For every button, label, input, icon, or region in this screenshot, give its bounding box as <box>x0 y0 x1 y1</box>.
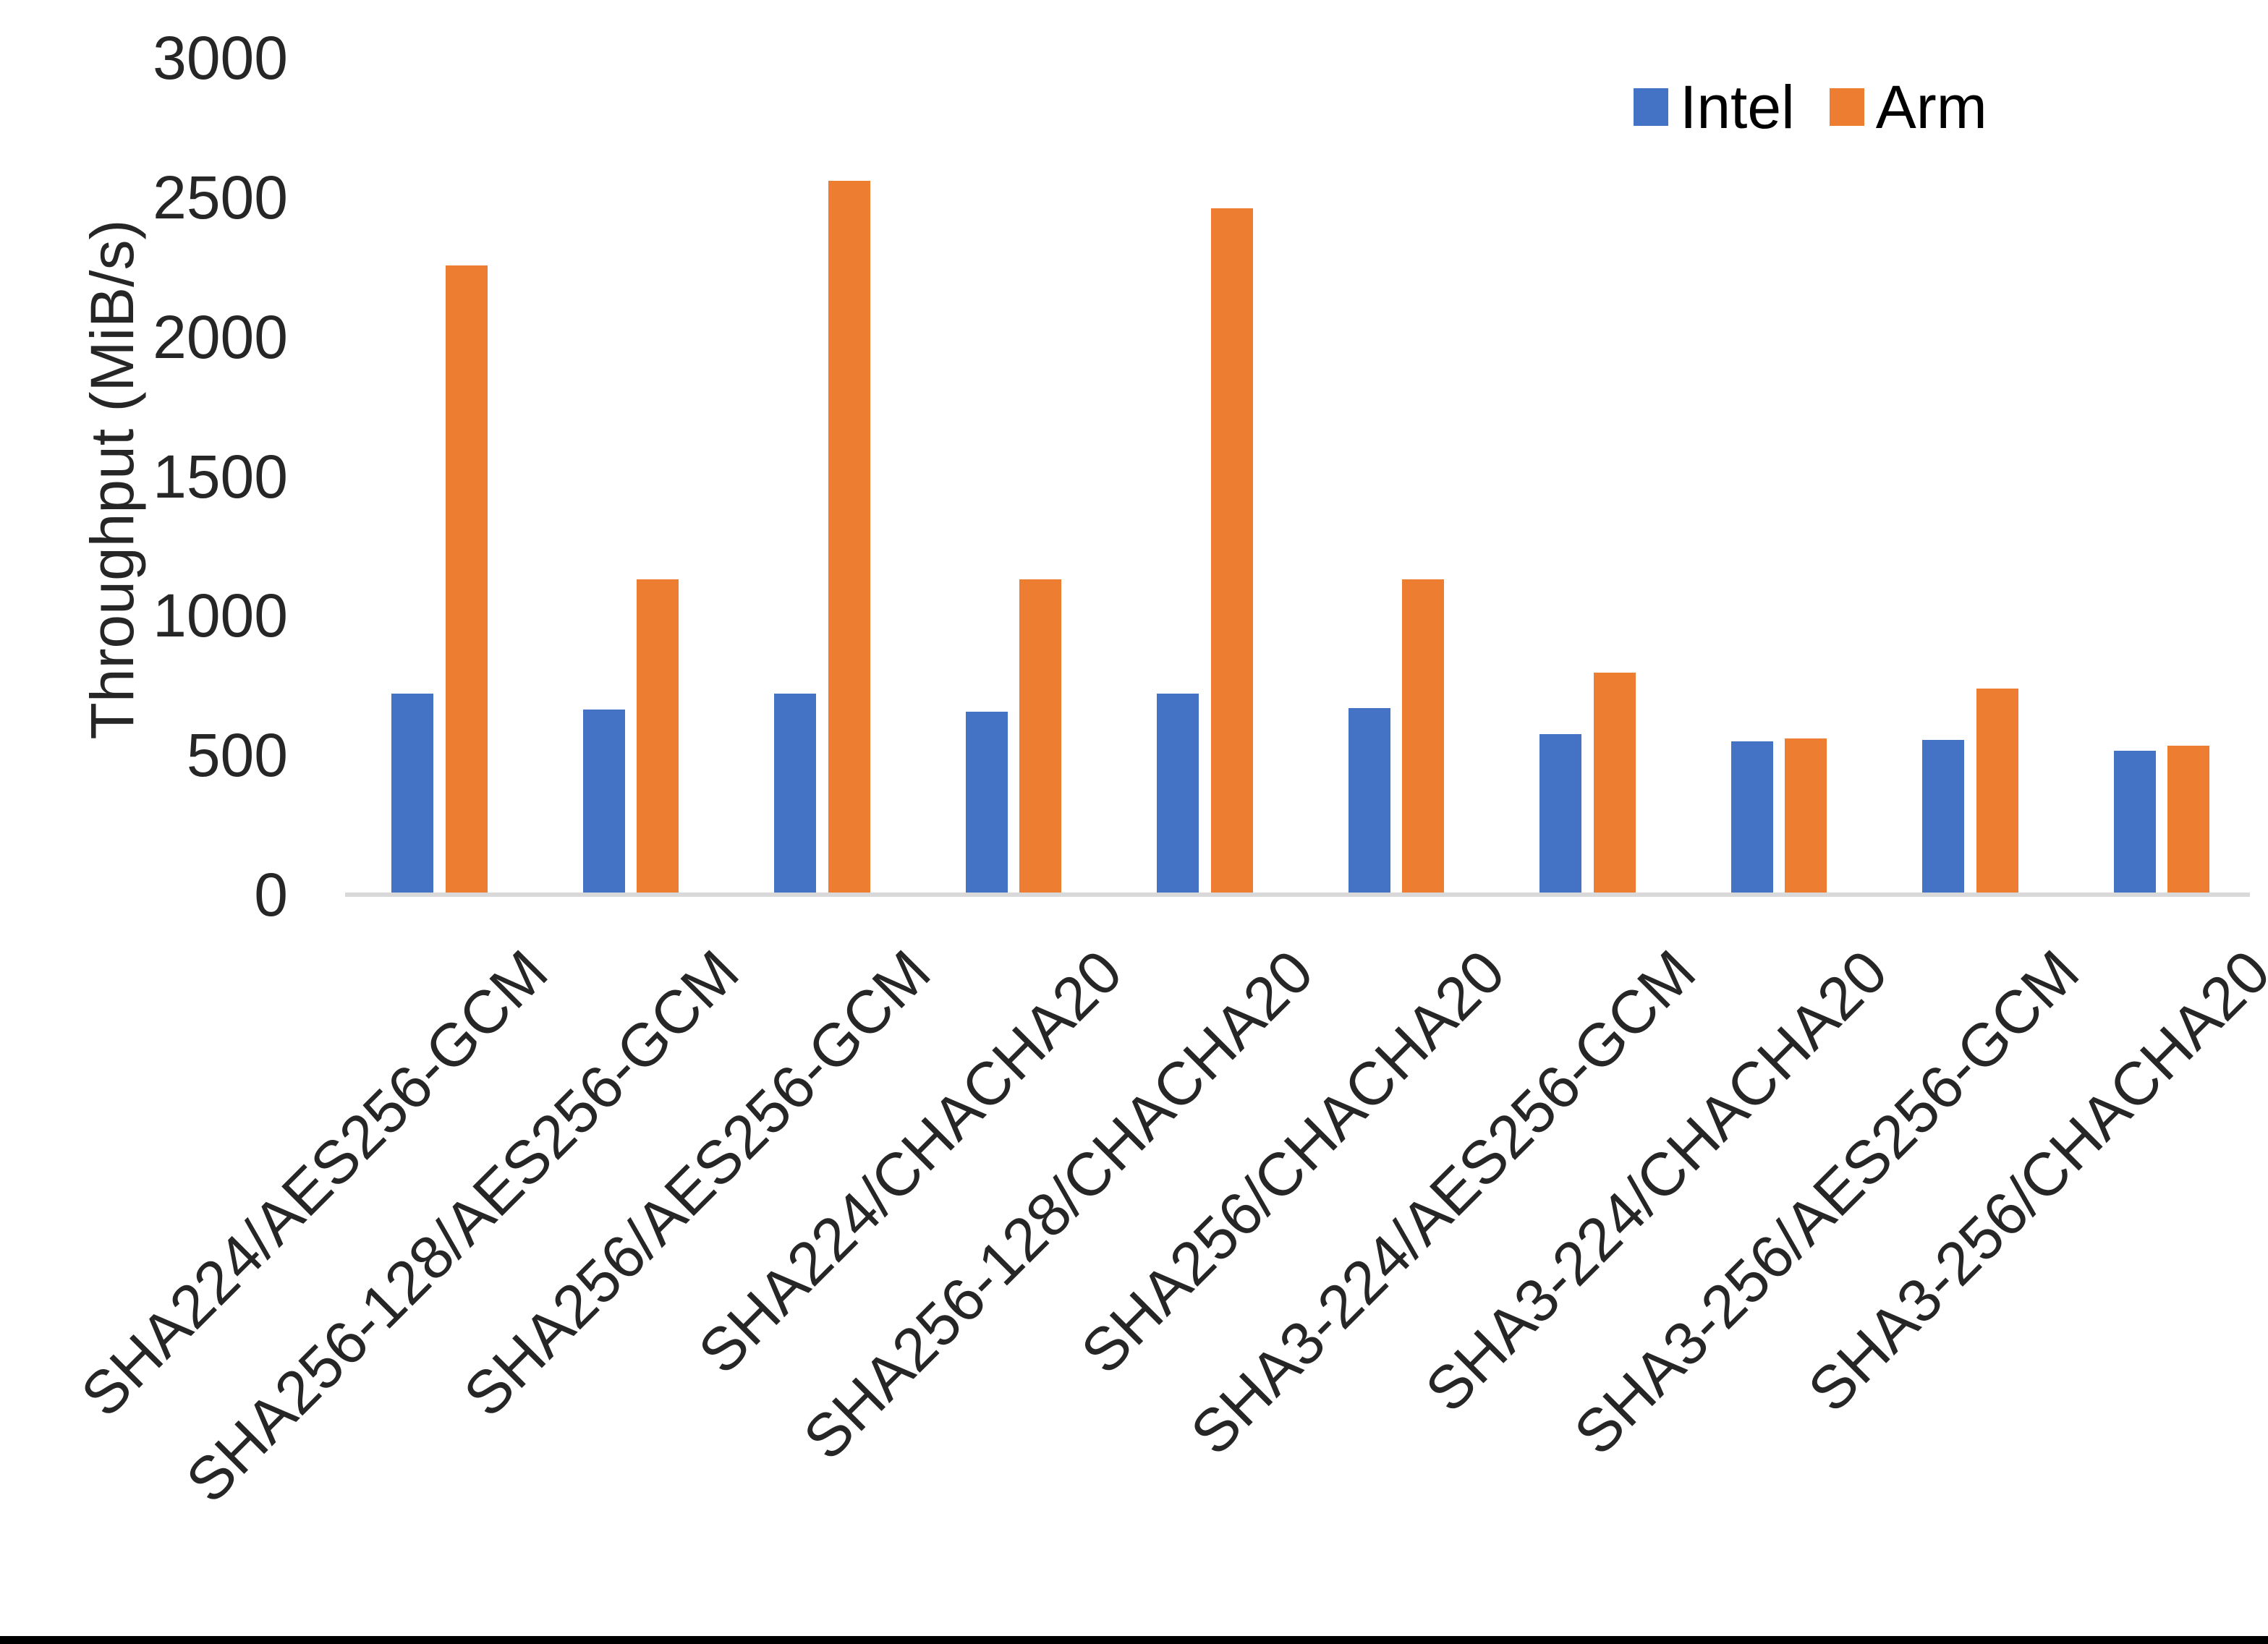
y-tick-label: 2000 <box>153 302 288 371</box>
bar-intel <box>965 712 1008 895</box>
bar-arm <box>1402 579 1445 895</box>
y-tick-label: 1500 <box>153 442 288 511</box>
bar-arm <box>637 579 679 895</box>
bar-intel <box>1348 707 1390 895</box>
bar-arm <box>828 180 870 895</box>
bar-intel <box>774 694 817 895</box>
bar-arm <box>1976 688 2018 895</box>
y-tick-label: 1000 <box>153 582 288 650</box>
bar-arm <box>1785 738 1827 895</box>
bar-arm <box>1593 673 1636 895</box>
bar-arm <box>1019 579 1062 895</box>
bottom-border <box>0 1636 2268 1644</box>
bar-arm <box>2167 745 2210 895</box>
bar-intel <box>582 709 625 895</box>
legend: Intel Arm <box>1634 71 1987 143</box>
plot-area <box>345 58 2250 895</box>
x-axis-line <box>345 893 2250 897</box>
legend-label-intel: Intel <box>1680 73 1795 141</box>
legend-label-arm: Arm <box>1875 73 1987 141</box>
y-tick-label: 3000 <box>153 24 288 92</box>
legend-entry-arm: Arm <box>1829 71 1987 143</box>
bar-intel <box>391 694 433 895</box>
bar-intel <box>1157 694 1199 895</box>
y-tick-label: 0 <box>254 861 288 929</box>
legend-swatch-intel <box>1634 88 1668 126</box>
y-tick-label: 500 <box>186 721 288 790</box>
bar-arm <box>1210 208 1253 895</box>
legend-swatch-arm <box>1829 88 1864 126</box>
bar-intel <box>1730 741 1773 895</box>
y-tick-label: 2500 <box>153 163 288 231</box>
legend-entry-intel: Intel <box>1634 71 1795 143</box>
bar-arm <box>445 265 488 895</box>
bar-intel <box>2113 751 2156 895</box>
bar-intel <box>1539 734 1582 895</box>
bar-intel <box>1922 739 1965 895</box>
